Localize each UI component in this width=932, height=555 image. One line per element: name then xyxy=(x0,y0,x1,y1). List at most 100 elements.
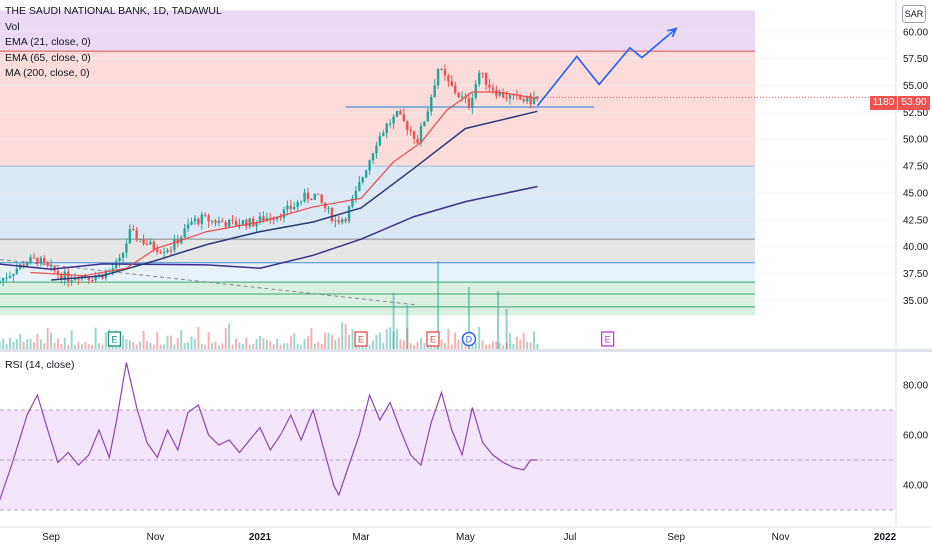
volume-bar xyxy=(156,332,159,349)
currency-button[interactable]: SAR xyxy=(902,5,926,23)
volume-bar xyxy=(128,340,131,349)
volume-bar xyxy=(265,339,268,349)
volume-bar xyxy=(67,344,70,349)
candle-body xyxy=(508,95,512,99)
volume-bar xyxy=(282,343,285,349)
volume-bar xyxy=(190,336,193,349)
candle-body xyxy=(443,69,447,76)
candle-body xyxy=(317,193,320,195)
time-tick-label: Nov xyxy=(147,532,165,543)
volume-bar xyxy=(529,342,532,349)
volume-bar xyxy=(231,344,234,349)
candle-body xyxy=(286,205,289,210)
volume-bar xyxy=(372,340,375,349)
ma200-legend[interactable]: MA (200, close, 0) xyxy=(5,67,90,80)
volume-bar xyxy=(306,336,309,349)
volume-bar xyxy=(262,338,265,349)
candle-body xyxy=(299,201,303,203)
candle-body xyxy=(43,258,46,263)
event-marker-e[interactable]: E xyxy=(426,331,440,347)
volume-bar xyxy=(142,330,145,349)
candle-body xyxy=(227,219,231,227)
volume-bar xyxy=(488,344,491,349)
volume-bar xyxy=(15,339,18,349)
volume-bar xyxy=(368,344,371,349)
candle-body xyxy=(488,84,491,88)
candle-body xyxy=(159,252,162,254)
candle-body xyxy=(224,222,227,227)
zone-gray xyxy=(0,239,755,263)
rsi-legend[interactable]: RSI (14, close) xyxy=(5,359,75,371)
time-tick-label: May xyxy=(456,532,475,543)
volume-bar xyxy=(289,335,292,349)
volume-bar xyxy=(406,305,409,349)
ma200-line xyxy=(0,185,538,270)
candle-body xyxy=(477,72,481,85)
volume-bar xyxy=(481,340,484,349)
candle-body xyxy=(433,85,436,97)
candle-body xyxy=(39,258,43,264)
event-marker-e[interactable]: E xyxy=(600,331,615,347)
volume-legend[interactable]: Vol xyxy=(5,20,20,33)
volume-bar xyxy=(235,338,238,349)
volume-bar xyxy=(104,332,107,349)
volume-bar xyxy=(53,343,56,349)
volume-bar xyxy=(187,342,190,349)
volume-bar xyxy=(221,343,224,349)
candle-body xyxy=(447,75,450,82)
volume-bar xyxy=(135,344,138,349)
candle-body xyxy=(474,84,477,98)
volume-bar xyxy=(200,344,203,349)
pane-separator xyxy=(0,349,932,352)
volume-bar xyxy=(248,344,251,349)
candle-body xyxy=(395,110,399,117)
volume-bar xyxy=(77,341,80,349)
ema65-legend[interactable]: EMA (65, close, 0) xyxy=(5,51,91,64)
volume-bar xyxy=(19,333,22,349)
volume-bar xyxy=(502,344,505,349)
symbol-title[interactable]: THE SAUDI NATIONAL BANK, 1D, TADAWUL xyxy=(5,5,222,17)
candle-body xyxy=(382,133,385,137)
event-marker-e[interactable]: E xyxy=(107,331,122,347)
chart-legend: THE SAUDI NATIONAL BANK, 1D, TADAWUL Vol… xyxy=(5,4,222,82)
candle-body xyxy=(347,206,351,222)
volume-bar xyxy=(132,342,135,349)
candle-body xyxy=(1,278,5,281)
candle-body xyxy=(128,229,132,244)
candle-body xyxy=(471,97,474,108)
price-tick-label: 57.50 xyxy=(903,54,928,65)
candle-body xyxy=(310,199,313,201)
candle-body xyxy=(344,219,347,222)
volume-bar xyxy=(392,293,395,349)
volume-bar xyxy=(515,336,518,349)
volume-bar xyxy=(497,291,500,349)
zone-purple xyxy=(0,10,755,52)
volume-bar xyxy=(443,343,446,349)
candle-body xyxy=(375,145,378,154)
volume-bar xyxy=(375,334,378,349)
candle-body xyxy=(245,219,248,227)
candle-body xyxy=(313,193,316,200)
price-tick-label: 40.00 xyxy=(903,242,928,253)
volume-bar xyxy=(32,342,35,349)
price-tick-label: 60.00 xyxy=(903,27,928,38)
candle-body xyxy=(234,220,238,226)
volume-bar xyxy=(378,332,381,349)
candle-body xyxy=(241,219,245,225)
event-marker-e[interactable]: E xyxy=(354,331,368,347)
candle-body xyxy=(327,207,330,209)
ema21-line xyxy=(30,91,538,277)
volume-bar xyxy=(296,343,299,349)
candle-body xyxy=(306,192,310,200)
ema21-legend[interactable]: EMA (21, close, 0) xyxy=(5,36,91,49)
volume-bar xyxy=(512,343,515,349)
volume-bar xyxy=(0,342,1,349)
candle-body xyxy=(430,96,433,112)
candle-body xyxy=(532,97,536,104)
event-marker-label: D xyxy=(466,335,473,345)
volume-bar xyxy=(149,342,152,349)
event-marker-d[interactable]: D xyxy=(461,331,477,347)
candle-body xyxy=(426,111,430,122)
